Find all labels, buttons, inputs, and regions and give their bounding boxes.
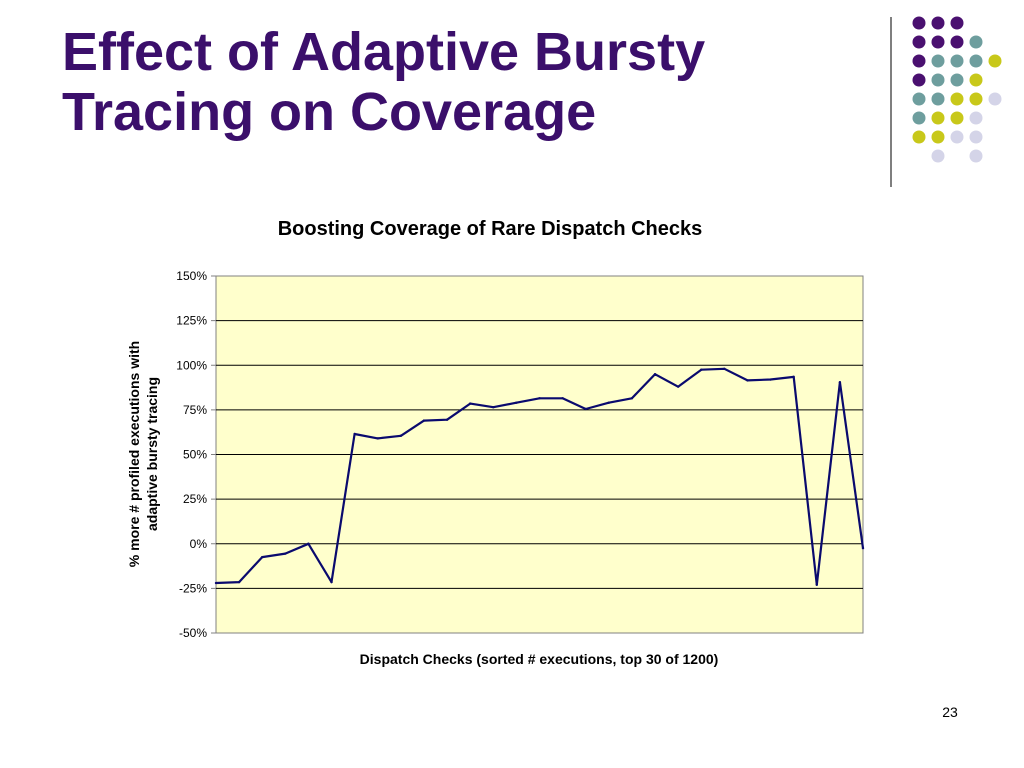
- data-point: [607, 401, 611, 404]
- y-tick-label: 75%: [183, 403, 207, 417]
- data-point: [746, 379, 749, 382]
- decorative-dot-grid: [890, 16, 1002, 187]
- decorative-dot: [950, 130, 964, 144]
- decorative-dot: [969, 111, 983, 125]
- decorative-dot: [931, 73, 945, 87]
- decorative-dot: [931, 111, 945, 125]
- decorative-dot: [969, 92, 983, 106]
- data-point: [376, 437, 379, 440]
- y-tick-label: -25%: [179, 581, 207, 595]
- data-point: [307, 542, 310, 545]
- data-point: [561, 397, 564, 400]
- y-tick-label: 50%: [183, 448, 207, 462]
- decorative-dot: [912, 130, 926, 144]
- data-point: [861, 547, 865, 550]
- slide-title: Effect of Adaptive Bursty Tracing on Cov…: [62, 22, 842, 142]
- decorative-dot: [950, 35, 964, 49]
- decorative-dot: [912, 92, 926, 106]
- data-point: [653, 372, 657, 376]
- data-point: [399, 434, 403, 437]
- decorative-dot: [950, 16, 964, 30]
- y-tick-label: 125%: [176, 314, 207, 328]
- data-point: [492, 405, 495, 409]
- decorative-dot: [931, 35, 945, 49]
- decorative-dot: [969, 54, 983, 68]
- decorative-dot: [912, 54, 926, 68]
- data-point: [700, 368, 703, 371]
- line-chart: Boosting Coverage of Rare Dispatch Check…: [126, 218, 865, 667]
- decorative-dot: [950, 92, 964, 106]
- decorative-dot: [969, 35, 983, 49]
- decorative-dot: [931, 149, 945, 163]
- data-point: [769, 378, 772, 381]
- data-point: [261, 555, 264, 559]
- y-tick-label: 25%: [183, 492, 207, 506]
- y-tick-label: 100%: [176, 358, 207, 372]
- page-number: 23: [942, 704, 958, 720]
- decorative-dot: [912, 73, 926, 87]
- decorative-dot: [988, 54, 1002, 68]
- data-point: [237, 580, 241, 584]
- y-axis-label-line-1: % more # profiled executions with: [126, 341, 142, 567]
- y-axis-ticks: -50% -25% 0% 25% 50% 75% 100% 125% 150%: [176, 269, 216, 640]
- slide-title-line-1: Effect of Adaptive Bursty: [62, 22, 706, 82]
- data-point: [630, 397, 634, 400]
- data-point: [468, 402, 472, 405]
- data-point: [284, 552, 287, 555]
- data-point: [515, 401, 518, 404]
- decorative-dot: [931, 16, 945, 30]
- grid-lines: [216, 320, 863, 589]
- decorative-dot: [950, 54, 964, 68]
- data-point: [792, 375, 795, 379]
- y-tick-label: 150%: [176, 269, 207, 283]
- decorative-dot: [969, 73, 983, 87]
- decorative-dot: [950, 111, 964, 125]
- decorative-dot: [912, 35, 926, 49]
- decorative-dot: [969, 149, 983, 163]
- data-point: [445, 418, 449, 421]
- data-point: [676, 385, 680, 388]
- data-point: [422, 419, 426, 422]
- decorative-dot: [931, 130, 945, 144]
- y-tick-label: 0%: [190, 537, 208, 551]
- decorative-dot: [950, 73, 964, 87]
- data-point: [538, 397, 541, 400]
- x-axis-label: Dispatch Checks (sorted # executions, to…: [360, 651, 719, 667]
- data-point: [584, 407, 587, 411]
- data-point: [330, 580, 333, 584]
- chart-title: Boosting Coverage of Rare Dispatch Check…: [278, 218, 703, 240]
- slide-title-line-2: Tracing on Coverage: [62, 82, 597, 142]
- data-point: [723, 367, 726, 371]
- data-point: [214, 581, 218, 585]
- decorative-dot: [988, 92, 1002, 106]
- y-axis-label-line-2: adaptive bursty tracing: [144, 377, 160, 531]
- decorative-dot: [912, 16, 926, 30]
- y-tick-label: -50%: [179, 626, 207, 640]
- decorative-dot: [931, 92, 945, 106]
- data-point: [838, 381, 842, 384]
- data-point: [815, 583, 818, 587]
- decorative-dot: [969, 130, 983, 144]
- decorative-dot: [931, 54, 945, 68]
- data-point: [353, 432, 356, 436]
- decorative-dot: [912, 111, 926, 125]
